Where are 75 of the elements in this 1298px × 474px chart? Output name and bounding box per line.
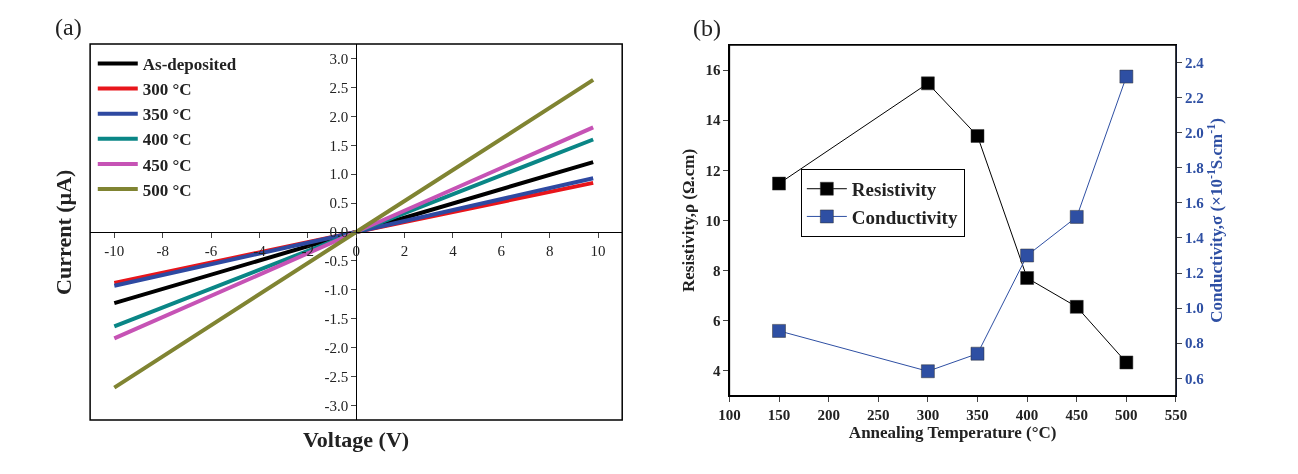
y-tick-label: -0.5 (324, 253, 349, 270)
text: (a) (55, 14, 82, 40)
legend-label: 500 °C (142, 180, 192, 200)
y-tick-label: 1.0 (329, 166, 349, 183)
y2-tick-label: 2.4 (1184, 54, 1205, 71)
x-tick-label: -8 (156, 243, 169, 260)
point (1070, 300, 1084, 314)
legend-label: Conductivity (851, 206, 958, 228)
y-tick-label: 16 (705, 62, 721, 79)
x-tick-label: 6 (497, 243, 506, 260)
y-tick-label: -2.5 (324, 368, 349, 385)
x-tick-label: -10 (104, 243, 125, 260)
x-tick-label: 4 (449, 243, 458, 260)
y-tick-label: 1.5 (329, 137, 349, 154)
legend-label: 450 °C (142, 155, 192, 175)
x-tick-label: 450 (1065, 406, 1088, 423)
y2-tick-label: 0.6 (1184, 370, 1205, 387)
y2-tick-label: 0.8 (1184, 335, 1204, 352)
x-tick-label: 550 (1164, 406, 1188, 423)
x-tick-label: 350 (966, 406, 989, 423)
point (1070, 210, 1084, 224)
y-tick-label: -1.5 (324, 311, 349, 328)
point (1119, 355, 1134, 370)
y-tick-label: 0.5 (329, 195, 349, 212)
point (1020, 248, 1034, 263)
y2-tick-label: 1.6 (1184, 195, 1205, 212)
y-tick-label: 4 (712, 362, 721, 379)
legend-label: 400 °C (142, 130, 192, 150)
y2-tick-label: 2.0 (1184, 124, 1204, 141)
y-tick-label: 10 (705, 212, 721, 229)
point (970, 346, 985, 361)
x-tick-label: 250 (867, 406, 890, 423)
y-tick-label: 12 (705, 162, 721, 179)
x-axis-title: Annealing Temperature (°C) (848, 423, 1057, 443)
x-tick-label: -6 (204, 243, 218, 260)
x-axis-title: Voltage (V) (303, 427, 410, 452)
x-tick-label: 100 (718, 406, 741, 423)
legend-label: Resistivity (851, 179, 937, 201)
x-tick-label: 8 (545, 243, 554, 260)
x-tick-label: 200 (817, 406, 840, 423)
x-tick-label: 300 (916, 406, 940, 423)
point (772, 176, 786, 191)
x-tick-label: 150 (767, 406, 791, 423)
point (1119, 69, 1134, 84)
point (970, 129, 985, 143)
point (772, 324, 786, 338)
y-tick-label: -1.0 (324, 282, 349, 299)
y-tick-label: 3.0 (329, 50, 349, 67)
y-tick-label: 2.5 (329, 79, 349, 96)
text: (b) (693, 15, 721, 41)
y-tick-label: 2.0 (329, 108, 349, 125)
x-tick-label: 10 (590, 243, 606, 260)
y-tick-label: 8 (712, 262, 721, 279)
y2-tick-label: 1.0 (1184, 300, 1204, 317)
y2-tick-label: 2.2 (1184, 89, 1204, 106)
y-tick-label: 14 (705, 112, 721, 129)
point (921, 76, 935, 91)
y-tick-label: -3.0 (324, 397, 349, 414)
x-tick-label: 2 (400, 243, 409, 260)
y-tick-label: 0.0 (329, 224, 349, 241)
point (921, 364, 935, 378)
y-tick-label: -2.0 (324, 339, 349, 356)
x-tick-label: -4 (253, 243, 267, 260)
x-tick-label: 500 (1115, 406, 1138, 423)
legend-label: As-deposited (142, 55, 237, 75)
legend-label: 300 °C (142, 80, 192, 100)
y2-tick-label: 1.8 (1184, 160, 1204, 177)
point (1020, 271, 1034, 285)
y-tick-label: 6 (712, 312, 721, 329)
y2-tick-label: 1.2 (1184, 265, 1204, 282)
legend-label: 350 °C (142, 105, 192, 125)
y-axis-title: Current (µA) (50, 169, 76, 295)
y-axis-title: Resistivity,ρ (Ω.cm) (678, 148, 698, 292)
y2-tick-label: 1.4 (1184, 230, 1205, 247)
x-tick-label: 400 (1015, 406, 1039, 423)
